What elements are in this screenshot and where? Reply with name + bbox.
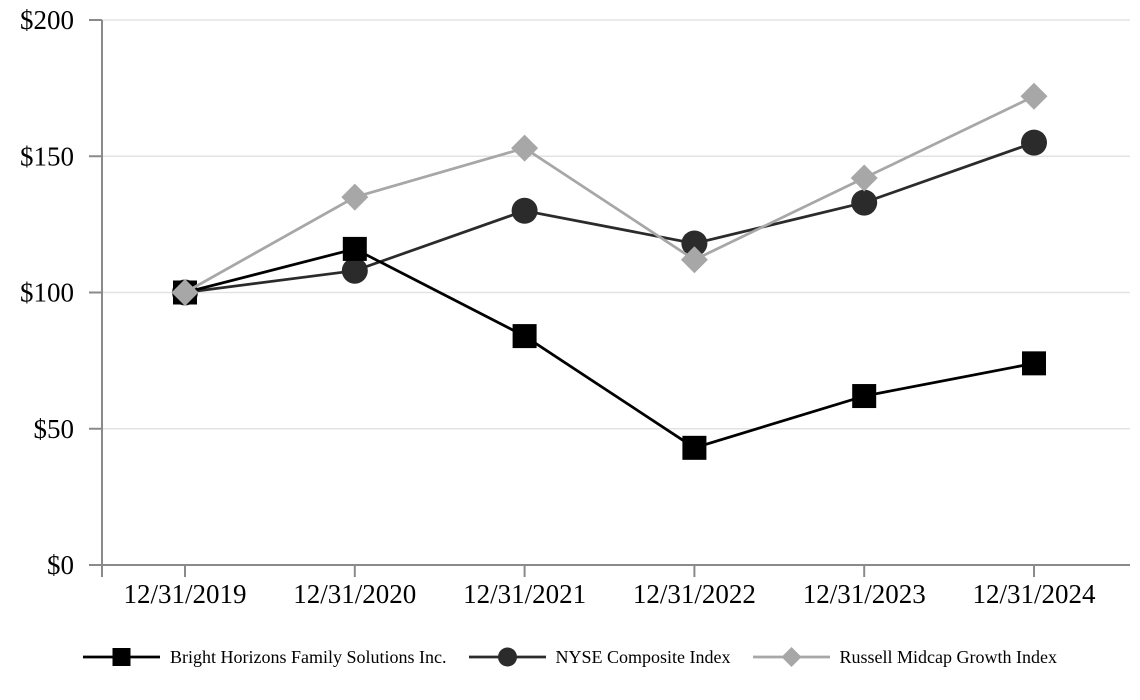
- svg-text:12/31/2022: 12/31/2022: [633, 579, 756, 609]
- svg-text:$50: $50: [34, 414, 75, 444]
- chart-plot-area: $0 $50 $100 $150 $200 12/31/2019 12/31/2020 12/…: [20, 5, 1130, 609]
- svg-text:$200: $200: [20, 5, 74, 35]
- legend-label-bright-horizons: Bright Horizons Family Solutions Inc.: [170, 647, 447, 667]
- svg-text:12/31/2019: 12/31/2019: [123, 579, 246, 609]
- svg-text:12/31/2023: 12/31/2023: [803, 579, 926, 609]
- svg-text:12/31/2021: 12/31/2021: [463, 579, 586, 609]
- square-marker-icon: [83, 648, 161, 666]
- svg-text:$100: $100: [20, 278, 74, 308]
- circle-marker-icon: [468, 647, 546, 667]
- legend-item-russell-midcap: Russell Midcap Growth Index: [752, 646, 1057, 668]
- diamond-marker-icon: [752, 647, 830, 667]
- legend-label-russell-midcap: Russell Midcap Growth Index: [839, 647, 1057, 667]
- svg-text:$0: $0: [47, 550, 74, 580]
- chart-legend: Bright Horizons Family Solutions Inc. NY…: [0, 646, 1140, 668]
- svg-text:12/31/2020: 12/31/2020: [293, 579, 416, 609]
- svg-text:$150: $150: [20, 141, 74, 171]
- svg-text:12/31/2024: 12/31/2024: [972, 579, 1096, 609]
- legend-item-nyse-composite: NYSE Composite Index: [468, 646, 731, 668]
- legend-item-bright-horizons: Bright Horizons Family Solutions Inc.: [83, 646, 447, 668]
- legend-label-nyse-composite: NYSE Composite Index: [555, 647, 731, 667]
